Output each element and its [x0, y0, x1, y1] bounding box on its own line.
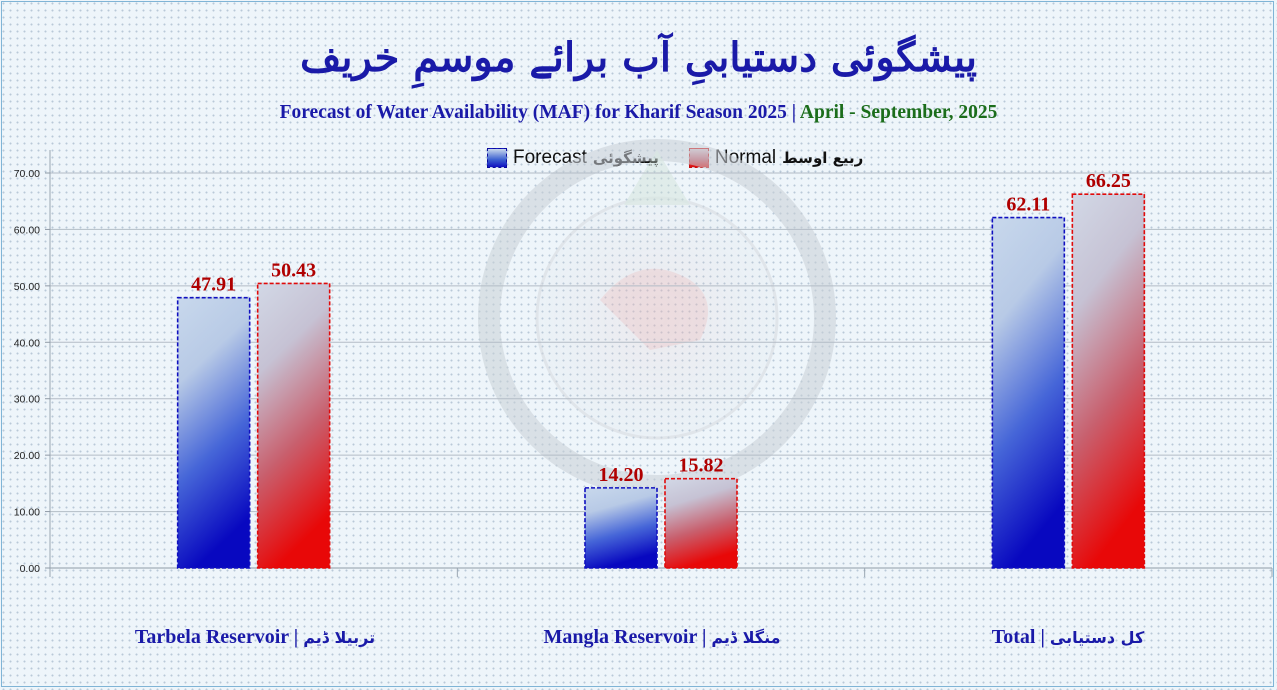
y-tick-label: 70.00: [14, 168, 40, 180]
watermark-logo: [478, 139, 836, 497]
value-label: 15.82: [679, 455, 724, 477]
y-axis: 0.00 10.00 20.00 30.00 40.00 50.00 60.00 70.00: [14, 150, 51, 575]
y-tick-label: 20.00: [14, 450, 40, 462]
bars: [176, 193, 1146, 569]
bar-normal: [256, 282, 331, 569]
y-tick-label: 0.00: [20, 563, 41, 575]
category-label-mangla-ur: منگلا ڈیم: [711, 628, 781, 647]
bar-forecast: [991, 216, 1066, 569]
category-label-tarbela-ur: تربیلا ڈیم: [303, 628, 376, 647]
subtitle-forecast-text: Forecast of Water Availability (MAF) for…: [279, 102, 797, 123]
category-label-mangla: Mangla Reservoir | منگلا ڈیم: [507, 622, 817, 652]
category-label-tarbela: Tarbela Reservoir | تربیلا ڈیم: [100, 622, 410, 652]
category-label-total-ur: کل دستیابی: [1049, 628, 1145, 647]
bar-forecast: [176, 296, 251, 569]
y-tick-label: 50.00: [14, 281, 40, 293]
value-labels: 47.91 50.43 14.20 15.82 62.11 66.25: [191, 170, 1131, 486]
y-tick-label: 30.00: [14, 394, 40, 406]
legend-swatch-forecast: [487, 148, 507, 168]
category-label-tarbela-en: Tarbela Reservoir |: [134, 626, 299, 648]
y-tick-label: 10.00: [14, 507, 40, 519]
value-label: 50.43: [271, 259, 316, 281]
subtitle-period-text: April - September, 2025: [799, 102, 998, 123]
value-label: 62.11: [1006, 194, 1050, 216]
y-tick-label: 40.00: [14, 337, 40, 349]
legend-label-normal-urdu: ربیع اوسط: [782, 149, 864, 167]
bar-normal: [664, 477, 738, 569]
bar-normal: [1071, 193, 1146, 569]
gridlines: [49, 172, 1273, 577]
category-label-total-en: Total |: [991, 626, 1045, 648]
category-label-mangla-en: Mangla Reservoir |: [543, 626, 707, 648]
category-label-total: Total | کل دستیابی: [913, 622, 1223, 652]
value-label: 47.91: [191, 274, 236, 296]
bar-forecast: [584, 487, 658, 569]
value-label: 14.20: [599, 464, 644, 486]
chart-subtitle: Forecast of Water Availability (MAF) for…: [0, 101, 1277, 125]
chart-title-urdu: پیشگوئی دستیابیِ آب برائے موسمِ خریف: [299, 34, 978, 81]
value-label: 66.25: [1086, 170, 1131, 192]
y-tick-label: 60.00: [14, 224, 40, 236]
